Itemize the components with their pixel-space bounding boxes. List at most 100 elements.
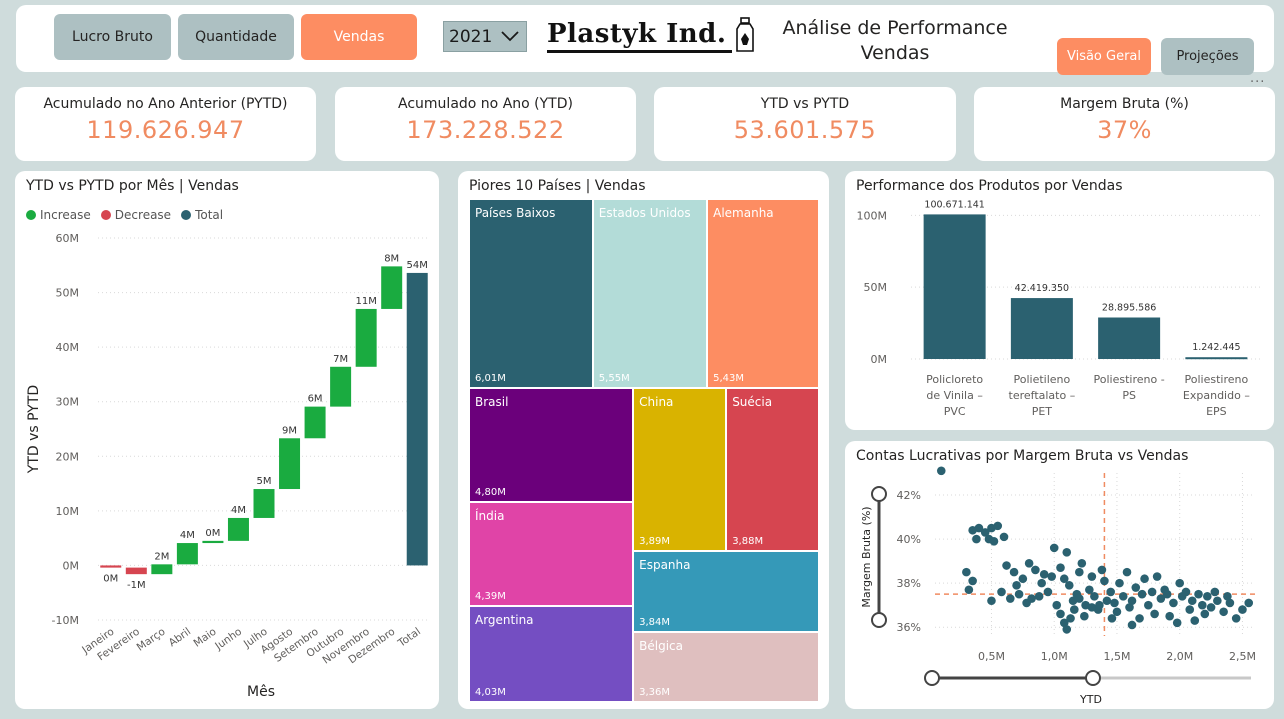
scatter-point[interactable]	[1135, 614, 1144, 623]
treemap-cell-bélgica[interactable]: Bélgica 3,36M	[634, 632, 820, 703]
scatter-point[interactable]	[987, 596, 996, 606]
scatter-point[interactable]	[1122, 567, 1132, 577]
x-zoom-slider-handle-left[interactable]	[924, 670, 940, 686]
scatter-point[interactable]	[1059, 574, 1069, 584]
scatter-point[interactable]	[1064, 581, 1074, 590]
scatter-point[interactable]	[1118, 592, 1128, 601]
scatter-point[interactable]	[1190, 616, 1200, 625]
scatter-point[interactable]	[1127, 596, 1137, 606]
treemap-cell-suécia[interactable]: Suécia 3,88M	[727, 389, 820, 553]
scatter-point[interactable]	[1077, 559, 1087, 568]
scatter-point[interactable]	[1059, 618, 1069, 628]
scatter-point[interactable]	[1102, 596, 1112, 606]
y-zoom-slider-handle-top[interactable]	[871, 486, 887, 502]
scatter-point[interactable]	[1062, 547, 1072, 557]
scatter-point[interactable]	[1140, 574, 1149, 584]
scatter-point[interactable]	[1175, 578, 1185, 588]
vendas-button[interactable]: Vendas	[301, 14, 417, 60]
scatter-point[interactable]	[1200, 609, 1210, 619]
scatter-point[interactable]	[1018, 574, 1028, 584]
scatter-point[interactable]	[1115, 578, 1124, 588]
scatter-point[interactable]	[1009, 567, 1019, 577]
scatter-point[interactable]	[1031, 565, 1040, 575]
product-bar[interactable]	[1010, 298, 1073, 359]
lucro-bruto-button[interactable]: Lucro Bruto	[54, 14, 171, 60]
treemap-cell-argentina[interactable]: Argentina 4,03M	[470, 607, 635, 703]
scatter-point[interactable]	[964, 585, 974, 595]
scatter-point[interactable]	[968, 576, 977, 586]
tab-visao-geral[interactable]: Visão Geral	[1057, 38, 1151, 75]
scatter-point[interactable]	[1087, 572, 1097, 581]
scatter-point[interactable]	[1162, 589, 1172, 599]
scatter-point[interactable]	[1203, 592, 1212, 601]
y-zoom-slider-handle-bottom[interactable]	[871, 612, 887, 628]
scatter-point[interactable]	[936, 466, 946, 476]
product-bar[interactable]	[923, 214, 986, 359]
scatter-point[interactable]	[1187, 596, 1197, 606]
scatter-point[interactable]	[1039, 570, 1049, 579]
scatter-point[interactable]	[999, 532, 1009, 542]
scatter-point[interactable]	[1238, 605, 1247, 614]
scatter-point[interactable]	[1087, 603, 1097, 612]
scatter-point[interactable]	[989, 536, 999, 546]
scatter-point[interactable]	[968, 525, 977, 535]
scatter-point[interactable]	[1194, 589, 1203, 599]
product-bar[interactable]	[1185, 357, 1248, 360]
scatter-point[interactable]	[1169, 598, 1178, 608]
scatter-point[interactable]	[1147, 587, 1157, 597]
treemap-cell-alemanha[interactable]: Alemanha 5,43M	[708, 200, 820, 390]
scatter-point[interactable]	[1223, 592, 1232, 601]
scatter-point[interactable]	[1100, 576, 1109, 586]
scatter-point[interactable]	[1047, 572, 1057, 581]
scatter-point[interactable]	[1206, 603, 1216, 612]
scatter-point[interactable]	[1152, 572, 1162, 581]
scatter-point[interactable]	[972, 534, 981, 544]
scatter-point[interactable]	[1075, 567, 1084, 577]
scatter-point[interactable]	[1080, 611, 1089, 621]
scatter-point[interactable]	[1213, 596, 1222, 606]
year-dropdown[interactable]: 2021	[443, 21, 527, 52]
scatter-point[interactable]	[993, 521, 1003, 531]
scatter-point[interactable]	[1107, 614, 1117, 623]
scatter-point[interactable]	[1095, 600, 1104, 610]
scatter-point[interactable]	[1219, 607, 1228, 617]
scatter-point[interactable]	[1075, 594, 1084, 603]
scatter-point[interactable]	[1125, 603, 1134, 612]
scatter-point[interactable]	[1012, 581, 1021, 590]
treemap-cell-china[interactable]: China 3,89M	[634, 389, 728, 553]
scatter-point[interactable]	[1043, 587, 1053, 597]
scatter-point[interactable]	[1069, 605, 1079, 614]
scatter-point[interactable]	[1090, 592, 1099, 601]
scatter-point[interactable]	[997, 587, 1006, 597]
scatter-point[interactable]	[1106, 587, 1115, 597]
scatter-point[interactable]	[1156, 594, 1166, 603]
scatter-point[interactable]	[1210, 587, 1220, 597]
scatter-point[interactable]	[1056, 563, 1065, 573]
scatter-point[interactable]	[1049, 543, 1059, 553]
scatter-point[interactable]	[1002, 561, 1011, 570]
scatter-point[interactable]	[1150, 609, 1159, 619]
scatter-point[interactable]	[1034, 592, 1044, 601]
scatter-point[interactable]	[1181, 587, 1191, 597]
scatter-point[interactable]	[1056, 609, 1065, 619]
scatter-point[interactable]	[1097, 565, 1107, 575]
scatter-point[interactable]	[1244, 598, 1254, 608]
scatter-point[interactable]	[1037, 578, 1046, 588]
more-options-icon[interactable]: ···	[1250, 75, 1266, 90]
scatter-point[interactable]	[1027, 594, 1036, 603]
scatter-point[interactable]	[1127, 620, 1137, 630]
scatter-point[interactable]	[1165, 611, 1174, 621]
scatter-point[interactable]	[1144, 600, 1153, 610]
product-bar[interactable]	[1098, 317, 1161, 359]
tab-projecoes[interactable]: Projeções	[1161, 38, 1254, 75]
scatter-point[interactable]	[1112, 607, 1122, 617]
scatter-point[interactable]	[1005, 594, 1015, 603]
x-zoom-slider-handle-right[interactable]	[1085, 670, 1101, 686]
scatter-point[interactable]	[1024, 559, 1034, 568]
scatter-point[interactable]	[1085, 585, 1094, 595]
scatter-point[interactable]	[1172, 618, 1182, 628]
treemap-cell-estados-unidos[interactable]: Estados Unidos 5,55M	[593, 200, 709, 390]
scatter-point[interactable]	[962, 567, 971, 577]
scatter-point[interactable]	[1197, 600, 1207, 610]
scatter-point[interactable]	[1110, 598, 1119, 608]
